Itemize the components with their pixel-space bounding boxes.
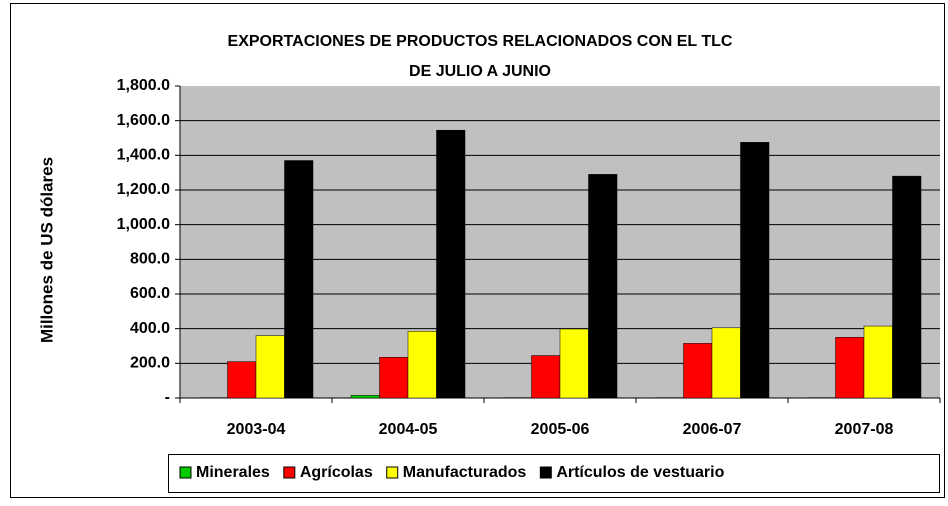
x-tick-label: 2005-06 <box>531 421 590 438</box>
legend-label: Manufacturados <box>403 464 527 481</box>
y-tick-label: - <box>165 389 170 406</box>
legend-swatch <box>284 467 295 478</box>
y-tick-label: 1,600.0 <box>117 112 170 129</box>
bar <box>408 331 437 398</box>
y-tick-label: 1,400.0 <box>117 147 170 164</box>
y-tick-label: 800.0 <box>130 251 170 268</box>
y-tick-label: 1,200.0 <box>117 181 170 198</box>
chart-title: EXPORTACIONES DE PRODUCTOS RELACIONADOS … <box>228 33 733 50</box>
legend-label: Artículos de vestuario <box>556 464 724 481</box>
bar <box>589 174 618 398</box>
legend-swatch <box>387 467 398 478</box>
y-tick-label: 400.0 <box>130 320 170 337</box>
bar <box>228 362 257 398</box>
y-tick-label: 200.0 <box>130 355 170 372</box>
legend-swatch <box>540 467 551 478</box>
bar <box>532 356 561 398</box>
bar <box>864 326 893 398</box>
bar <box>893 176 922 398</box>
x-tick-label: 2003-04 <box>227 421 286 438</box>
x-tick-label: 2007-08 <box>835 421 894 438</box>
y-axis-label: Millones de US dólares <box>37 157 56 343</box>
bar <box>351 395 380 398</box>
bar <box>684 343 713 398</box>
bar <box>256 336 285 398</box>
bar <box>285 161 314 398</box>
y-tick-label: 1,000.0 <box>117 216 170 233</box>
x-tick-label: 2004-05 <box>379 421 438 438</box>
y-tick-label: 1,800.0 <box>117 77 170 94</box>
bar <box>836 337 865 398</box>
legend-label: Agrícolas <box>300 464 373 481</box>
chart-subtitle: DE JULIO A JUNIO <box>409 63 551 80</box>
bar <box>741 142 770 398</box>
legend-label: Minerales <box>196 464 270 481</box>
y-tick-label: 600.0 <box>130 285 170 302</box>
bar <box>560 329 589 398</box>
bar <box>712 328 741 398</box>
legend-swatch <box>180 467 191 478</box>
x-tick-label: 2006-07 <box>683 421 742 438</box>
bar <box>380 357 409 398</box>
bar <box>437 130 466 398</box>
